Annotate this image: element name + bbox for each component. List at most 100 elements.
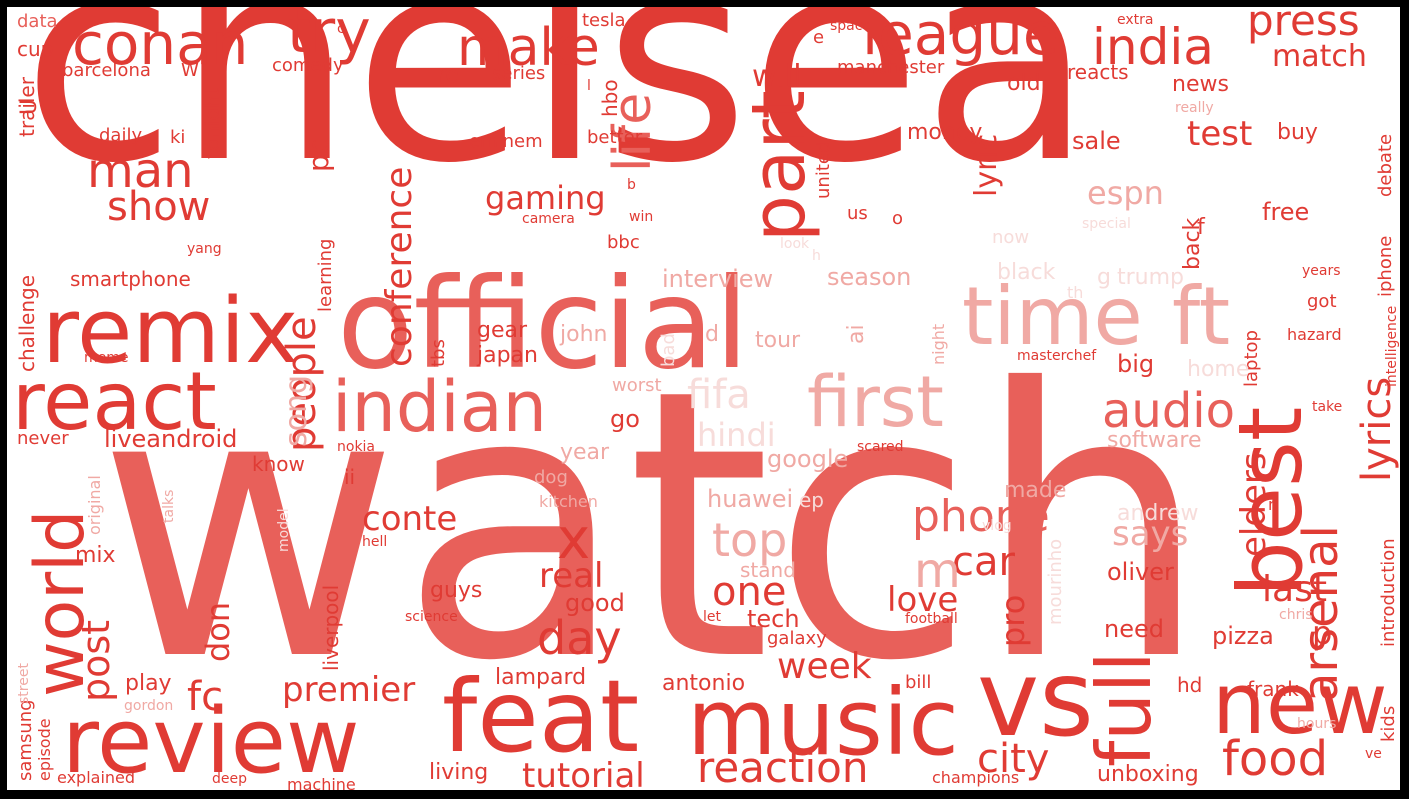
word-money: money [907, 120, 983, 145]
word-feat: feat [442, 658, 640, 775]
word-interview: interview [662, 265, 774, 293]
word-espn: espn [1087, 174, 1164, 212]
word-take: take [1312, 399, 1343, 415]
word-gordon: gordon [124, 698, 174, 714]
word-unboxing: unboxing [1097, 762, 1199, 787]
word-year: year [560, 440, 610, 465]
word-h: h [812, 248, 821, 264]
word-mix: mix [75, 543, 116, 568]
word-hell: hell [362, 534, 388, 550]
word-cup: cup [17, 37, 54, 61]
word-better: better [587, 127, 643, 148]
word-comedy: comedy [272, 55, 344, 76]
word-e: e [813, 27, 825, 48]
word-worst: worst [612, 375, 662, 396]
word-free: free [1262, 198, 1310, 226]
word-black: black [997, 260, 1056, 285]
word-phone: phone [912, 491, 1050, 542]
word-chris: chris [1279, 607, 1313, 623]
word-new: new [1212, 655, 1388, 754]
word-good: good [565, 589, 625, 617]
word-stand: stand [740, 558, 796, 582]
word-re: re [437, 63, 460, 88]
word-reacts: reacts [1067, 60, 1129, 84]
word-time: time [962, 270, 1143, 363]
word-hbo: hbo [598, 79, 622, 117]
word-huawei: huawei [707, 485, 794, 513]
word-kitchen: kitchen [539, 492, 598, 511]
word-original: original [85, 475, 104, 535]
word-don: don [199, 601, 237, 662]
word-fifa: fifa [687, 372, 751, 418]
word-oliver: oliver [1107, 558, 1174, 586]
word-united: united [813, 141, 834, 199]
word-model: model [276, 508, 292, 552]
word-science: science [405, 609, 458, 625]
word-iphone: iphone [1375, 235, 1396, 297]
word-need: need [1104, 615, 1164, 643]
word-ai: ai [844, 324, 869, 344]
word-football: football [905, 611, 958, 627]
word-ii: ii [344, 465, 356, 489]
word-premier: premier [282, 670, 416, 710]
word-challenge: challenge [15, 274, 39, 372]
word-software: software [1107, 428, 1202, 453]
word-p: p [1312, 614, 1333, 652]
word-masterchef: masterchef [1017, 348, 1097, 364]
word-l: l [587, 78, 591, 94]
word-show: show [107, 184, 211, 230]
word-john: john [560, 322, 608, 347]
word-react: react [12, 355, 217, 448]
word-daily: daily [99, 125, 143, 146]
word-vs: vs [977, 638, 1094, 760]
word-music: music [687, 669, 960, 776]
word-city: city [977, 736, 1050, 782]
word-galaxy: galaxy [767, 628, 827, 649]
word-scared: scared [857, 439, 904, 455]
word-audio: audio [1102, 383, 1236, 439]
word-samsung: samsung [15, 699, 36, 781]
word-d: d [705, 322, 719, 347]
word-win: win [629, 209, 654, 225]
word-india: india [1092, 18, 1214, 76]
word-try: try [287, 7, 371, 67]
word-deep: deep [212, 771, 247, 787]
word-go: go [610, 405, 640, 433]
word-remix: remix [42, 279, 299, 384]
word-series: series [492, 63, 546, 84]
word-know: know [252, 452, 305, 476]
word-m: m [914, 543, 961, 599]
word-look: look [780, 236, 810, 252]
word-episode: episode [35, 718, 54, 781]
word-week: week [777, 646, 872, 687]
word-th: th [1067, 283, 1084, 302]
word-tutorial: tutorial [522, 756, 645, 790]
word-man: man [87, 143, 194, 199]
word-meme: meme [84, 350, 129, 366]
word-space: space [830, 18, 872, 34]
word-c: c [337, 21, 345, 37]
word-food: food [1222, 731, 1329, 787]
word-talks: talks [161, 489, 177, 523]
word-learning: learning [315, 238, 336, 312]
word-antonio: antonio [662, 671, 746, 696]
word-got: got [1307, 291, 1337, 312]
word-sale: sale [1072, 127, 1121, 155]
word-one: one [712, 569, 787, 615]
word-press: press [1247, 7, 1360, 45]
word-camera: camera [522, 211, 575, 227]
word-debate: debate [1375, 133, 1396, 197]
word-first: first [807, 361, 944, 443]
word-japan: japan [477, 343, 538, 368]
word-pizza: pizza [1212, 622, 1274, 650]
word-tour: tour [755, 328, 801, 353]
word-old: old [1007, 71, 1041, 96]
word-indian: indian [332, 366, 547, 448]
word-trump: trump [1117, 265, 1185, 290]
word-manchester: manchester [837, 57, 945, 78]
word-mourinho: mourinho [1045, 538, 1066, 625]
word-introduction: introduction [1378, 538, 1399, 647]
word-make: make [457, 18, 600, 78]
word-watch: watch [97, 312, 1210, 742]
word-hazard: hazard [1287, 325, 1342, 344]
